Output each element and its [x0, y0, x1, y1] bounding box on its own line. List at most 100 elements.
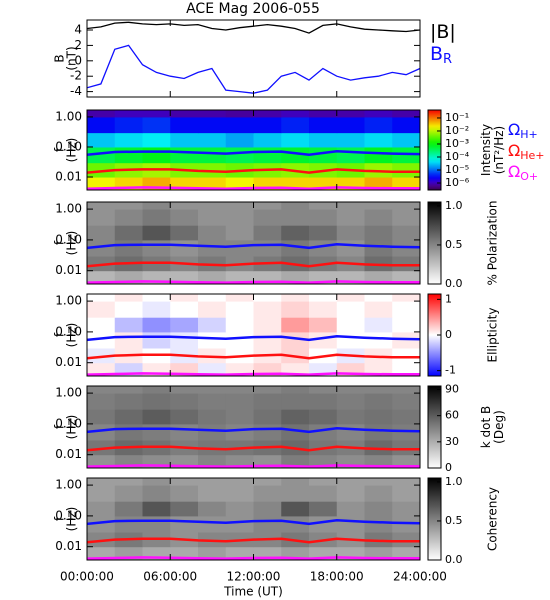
heatmap-cell: [336, 202, 365, 210]
legend-name: Ω: [508, 162, 520, 181]
heatmap-cell: [392, 515, 420, 533]
heatmap-cell: [392, 132, 420, 148]
y-tick-label: -2: [70, 69, 82, 83]
heatmap-cell: [114, 132, 143, 148]
colorbar-label: Ellipticity: [486, 308, 500, 363]
heatmap-cell: [225, 116, 254, 134]
x-tick-label: 06:00:00: [143, 570, 197, 584]
heatmap-cell: [364, 546, 393, 560]
heatmap-cell: [392, 501, 420, 517]
heatmap-cell: [364, 132, 393, 148]
heatmap-cell: [392, 209, 420, 226]
heatmap-cell: [225, 270, 254, 284]
heatmap-cell: [364, 515, 393, 533]
heatmap-cell: [87, 546, 116, 560]
heatmap-cell: [392, 317, 420, 333]
heatmap-cell: [364, 116, 393, 134]
heatmap-cell: [336, 209, 365, 226]
heatmap-cell: [364, 393, 393, 410]
heatmap-cell: [114, 485, 143, 502]
heatmap-cell: [114, 110, 143, 118]
heatmap-cell: [198, 225, 227, 241]
colorbar-tick-label: 10⁻¹: [445, 111, 469, 124]
heatmap-cell: [87, 202, 116, 210]
heatmap-cell: [198, 270, 227, 284]
colorbar: [427, 477, 442, 561]
heatmap-cell: [281, 423, 310, 441]
heatmap-cell: [392, 454, 420, 468]
heatmap-cell: [336, 132, 365, 148]
heatmap-cell: [336, 110, 365, 118]
heatmap-cell: [142, 515, 171, 533]
colorbar-tick-label: 0.5: [445, 514, 463, 527]
heatmap-cell: [225, 478, 254, 486]
heatmap-cell: [392, 423, 420, 441]
y-tick-label: 0: [74, 53, 82, 67]
heatmap-cell: [87, 423, 116, 441]
heatmap-cell: [281, 146, 310, 164]
heatmap-cell: [170, 423, 199, 441]
colorbar: [427, 385, 442, 469]
heatmap-cell: [392, 256, 420, 272]
heatmap-cell: [281, 301, 310, 318]
heatmap-cell: [253, 386, 282, 394]
heatmap-cell: [309, 386, 338, 394]
legend-entry: ΩO+: [508, 162, 538, 184]
heatmap-cell: [170, 294, 199, 302]
heatmap-cell: [198, 478, 227, 486]
y-axis-label: f: [53, 240, 67, 245]
y-tick-label: 0.01: [55, 263, 82, 277]
heatmap-cell: [336, 478, 365, 486]
heatmap-cell: [225, 546, 254, 560]
heatmap-cell: [142, 132, 171, 148]
heatmap-cell: [114, 294, 143, 302]
heatmap-cell: [198, 202, 227, 210]
heatmap-cell: [170, 202, 199, 210]
heatmap-cell: [87, 532, 116, 548]
heatmap-cell: [281, 116, 310, 134]
heatmap-cell: [225, 331, 254, 349]
colorbar-tick-label: 1: [445, 292, 452, 305]
heatmap-cell: [198, 409, 227, 425]
heatmap-cell: [198, 116, 227, 134]
heatmap-cell: [225, 239, 254, 257]
heatmap-cell: [309, 110, 338, 118]
heatmap-cell: [281, 386, 310, 394]
heatmap-cell: [114, 225, 143, 241]
heatmap-cell: [142, 225, 171, 241]
series-line: [87, 21, 420, 34]
legend-entry: ΩH+: [508, 120, 538, 142]
heatmap-cell: [364, 386, 393, 394]
series-line: [87, 519, 420, 526]
heatmap-cell: [392, 440, 420, 456]
heatmap-cell: [309, 132, 338, 148]
heatmap-cell: [225, 454, 254, 468]
y-tick-label: 1.00: [55, 478, 82, 492]
colorbar-tick-label: 0.0: [445, 553, 463, 566]
heatmap-cell: [87, 478, 116, 486]
heatmap-cell: [225, 386, 254, 394]
series-line: [87, 445, 420, 452]
heatmap-cell: [142, 386, 171, 394]
heatmap-cell: [114, 409, 143, 425]
heatmap-cell: [170, 478, 199, 486]
heatmap-cell: [198, 386, 227, 394]
heatmap-cell: [170, 409, 199, 425]
heatmap-cell: [281, 454, 310, 468]
heatmap-cell: [364, 362, 393, 376]
heatmap-cell: [364, 294, 393, 302]
heatmap-cell: [114, 393, 143, 410]
y-tick-label: 0.10: [55, 139, 82, 153]
heatmap-cell: [309, 393, 338, 410]
heatmap-cell: [253, 301, 282, 318]
heatmap-cell: [142, 209, 171, 226]
series-line: [87, 243, 420, 250]
heatmap-cell: [198, 546, 227, 560]
y-axis-label: (Hz): [65, 415, 79, 440]
heatmap-cell: [253, 110, 282, 118]
heatmap-cell: [364, 331, 393, 349]
heatmap-cell: [170, 209, 199, 226]
heatmap-cell: [142, 301, 171, 318]
heatmap-cell: [392, 478, 420, 486]
